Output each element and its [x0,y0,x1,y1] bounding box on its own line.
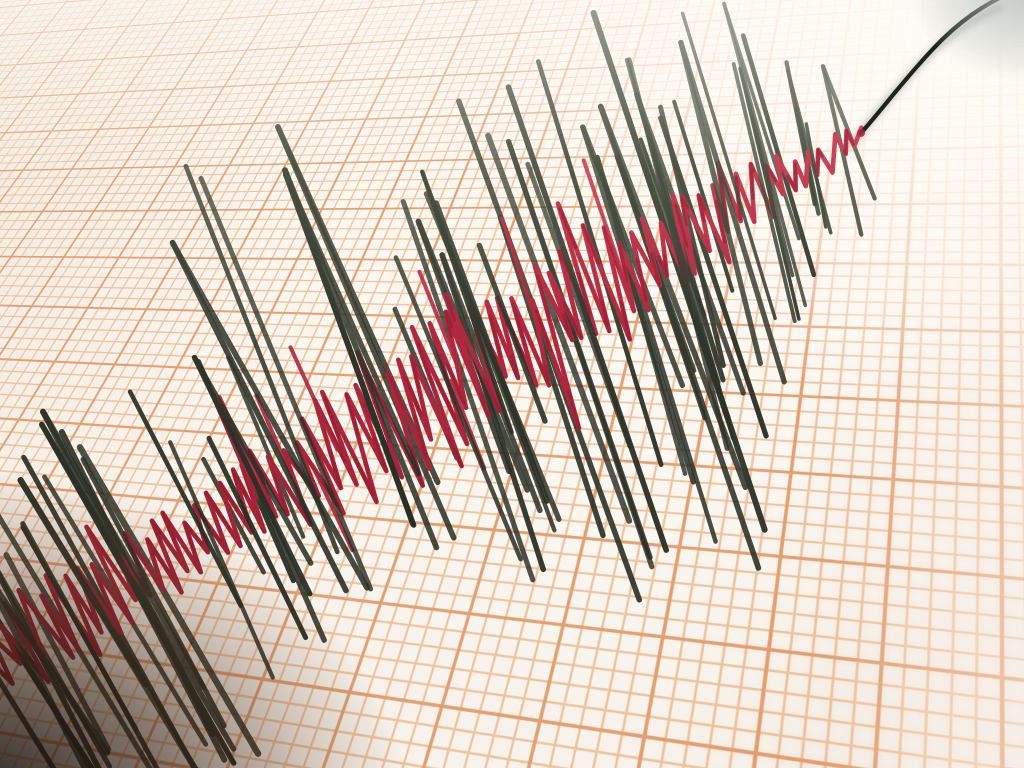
pen-tip-ink-dot [857,129,865,137]
pen-arm-needle [858,0,1000,136]
pen-arm-shadow [844,2,1004,152]
ink-stroke [499,216,541,330]
pen-arm-shadow-path [844,2,1004,152]
pen-arm [857,0,1000,137]
ink-stroke [288,345,340,452]
